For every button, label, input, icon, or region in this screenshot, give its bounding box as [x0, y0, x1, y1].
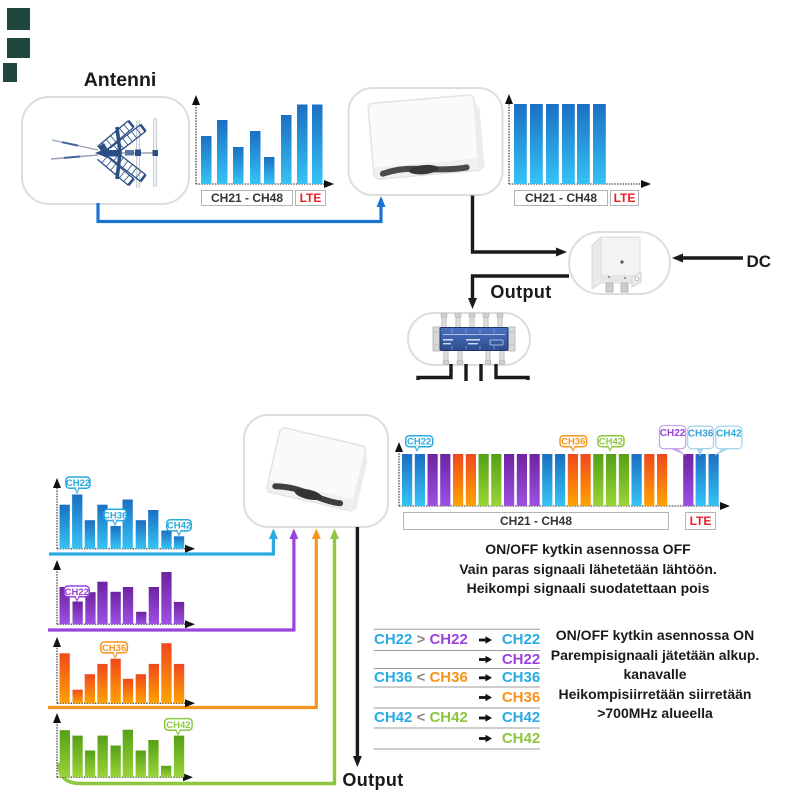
- svg-text:CH36: CH36: [103, 510, 127, 521]
- svg-text:CH36: CH36: [688, 429, 714, 440]
- svg-text:CH42: CH42: [166, 720, 190, 731]
- svg-text:CH36: CH36: [561, 437, 585, 448]
- svg-text:CH36: CH36: [102, 643, 126, 654]
- svg-text:CH22: CH22: [407, 437, 431, 448]
- svg-text:CH42: CH42: [599, 437, 623, 448]
- svg-text:CH42: CH42: [167, 521, 191, 532]
- svg-text:CH22: CH22: [660, 428, 686, 439]
- svg-text:CH42: CH42: [716, 429, 742, 440]
- svg-text:CH22: CH22: [66, 478, 90, 489]
- svg-text:CH22: CH22: [65, 587, 89, 598]
